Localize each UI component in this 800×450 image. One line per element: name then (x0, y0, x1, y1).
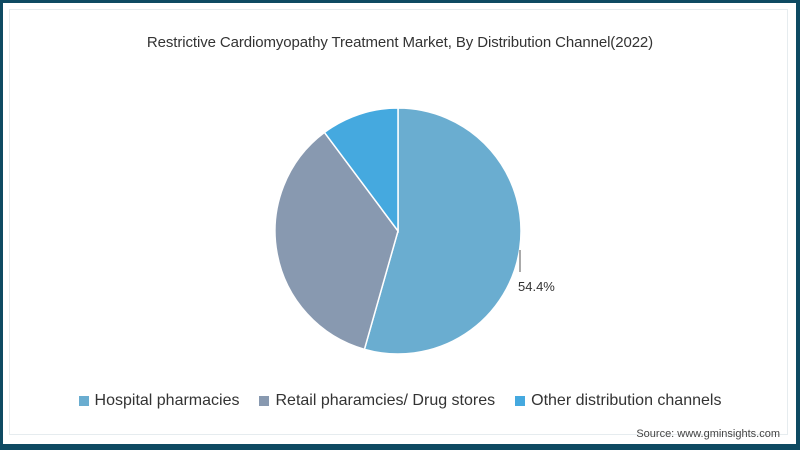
inner-border (9, 9, 788, 435)
data-label-hospital: 54.4% (518, 279, 555, 294)
legend-label: Retail pharamcies/ Drug stores (275, 392, 496, 409)
legend-item-hospital[interactable]: Hospital pharmacies (78, 392, 240, 410)
chart-title: Restrictive Cardiomyopathy Treatment Mar… (146, 34, 654, 51)
legend-swatch-icon (515, 396, 526, 406)
legend-label: Hospital pharmacies (94, 392, 240, 409)
pie-slices (274, 107, 522, 355)
legend-item-retail[interactable]: Retail pharamcies/ Drug stores (259, 392, 495, 410)
pie-slice-other-distribution-channels[interactable] (323, 107, 399, 234)
legend-swatch-icon (259, 396, 270, 406)
source-note: Source: www.gminsights.com (636, 428, 780, 440)
pie-slice-retail-pharamcies-drug-stores[interactable] (274, 131, 399, 351)
legend: Hospital pharmacies Retail pharamcies/ D… (0, 392, 800, 410)
legend-swatch-icon (78, 396, 89, 406)
pie-slice-hospital-pharmacies[interactable] (363, 107, 522, 355)
legend-item-other[interactable]: Other distribution channels (515, 392, 721, 410)
legend-label: Other distribution channels (531, 392, 722, 409)
